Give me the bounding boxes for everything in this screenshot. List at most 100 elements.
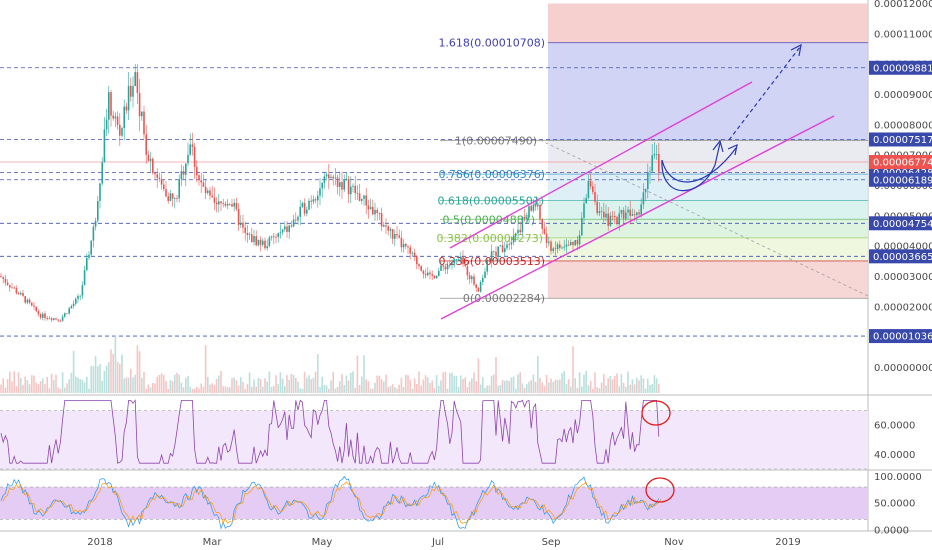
level-price-tag-bg bbox=[869, 249, 932, 264]
candle-body bbox=[475, 284, 477, 288]
candle-body bbox=[495, 251, 497, 257]
fib-level-label: 0(0.00002284) bbox=[463, 292, 545, 305]
candle-body bbox=[121, 127, 123, 136]
candle-body bbox=[444, 266, 447, 270]
candle-body bbox=[653, 154, 656, 156]
volume-bar bbox=[0, 384, 2, 393]
volume-bar bbox=[55, 374, 57, 393]
volume-bar bbox=[484, 387, 486, 393]
candle-body bbox=[642, 192, 645, 205]
candle-body bbox=[631, 214, 634, 216]
candle-body bbox=[242, 222, 244, 228]
candle-body bbox=[394, 233, 396, 239]
candle-body bbox=[554, 248, 557, 250]
volume-bar bbox=[598, 388, 601, 393]
level-price-tag: 0.00009881 bbox=[873, 63, 932, 74]
candle-body bbox=[325, 174, 328, 177]
volume-bar bbox=[526, 384, 528, 393]
candle-body bbox=[517, 229, 519, 234]
volume-bar bbox=[134, 374, 136, 393]
volume-bar bbox=[310, 379, 312, 393]
volume-bar bbox=[523, 387, 526, 393]
candle-body bbox=[332, 176, 334, 179]
volume-bar bbox=[400, 377, 403, 393]
candle-body bbox=[556, 244, 559, 249]
volume-bar bbox=[204, 345, 207, 393]
volume-bar bbox=[378, 375, 381, 393]
volume-bar bbox=[9, 371, 11, 393]
volume-bar bbox=[510, 377, 513, 393]
volume-bar bbox=[149, 387, 152, 393]
candle-body bbox=[350, 186, 352, 195]
volume-bar bbox=[587, 385, 590, 393]
level-price-tag-bg bbox=[869, 172, 932, 187]
volume-bar bbox=[191, 388, 194, 393]
volume-bar bbox=[251, 386, 253, 393]
volume-bar bbox=[83, 382, 86, 393]
candle-body bbox=[132, 86, 134, 97]
candle-body bbox=[79, 295, 81, 297]
volume-bar bbox=[528, 381, 530, 393]
candle-body bbox=[484, 271, 486, 278]
candle-body bbox=[110, 92, 112, 116]
candle-body bbox=[270, 236, 273, 238]
volume-bar bbox=[488, 385, 491, 393]
volume-bar bbox=[334, 388, 337, 393]
candle-body bbox=[42, 313, 44, 318]
candle-body bbox=[455, 259, 458, 261]
volume-bar bbox=[158, 374, 161, 393]
volume-bar bbox=[50, 373, 53, 393]
volume-bar bbox=[649, 385, 651, 393]
candle-body bbox=[191, 144, 194, 147]
candle-body bbox=[528, 206, 530, 218]
volume-bar bbox=[178, 374, 180, 393]
candle-body bbox=[420, 266, 422, 271]
volume-bar bbox=[620, 374, 623, 393]
volume-bar bbox=[193, 388, 196, 393]
candle-body bbox=[211, 195, 213, 198]
candle-body bbox=[171, 193, 174, 199]
candle-body bbox=[515, 233, 517, 236]
candle-body bbox=[378, 213, 381, 214]
volume-bar bbox=[519, 372, 521, 393]
volume-bar bbox=[11, 381, 13, 393]
volume-bar bbox=[79, 379, 81, 393]
candle-body bbox=[532, 204, 535, 211]
candle-body bbox=[55, 318, 57, 320]
candle-body bbox=[576, 240, 579, 245]
volume-bar bbox=[396, 388, 398, 393]
volume-bar bbox=[572, 346, 574, 393]
fib-level-label: 1.618(0.00010708) bbox=[438, 37, 545, 50]
volume-bar bbox=[550, 378, 552, 393]
volume-bar bbox=[264, 378, 266, 393]
volume-bar bbox=[565, 384, 568, 393]
price-axis-tick: 0.00012000 bbox=[874, 0, 932, 10]
candle-body bbox=[449, 264, 451, 266]
volume-bar bbox=[130, 368, 132, 393]
candle-body bbox=[561, 247, 563, 249]
volume-bar bbox=[622, 382, 625, 393]
volume-bar bbox=[479, 384, 482, 393]
volume-bar bbox=[17, 372, 20, 393]
candle-body bbox=[380, 213, 383, 227]
candle-body bbox=[281, 229, 284, 233]
volume-bar bbox=[59, 388, 62, 393]
projection-curve-alt bbox=[661, 147, 737, 183]
candle-body bbox=[354, 185, 356, 193]
candle-body bbox=[284, 226, 286, 230]
candle-body bbox=[592, 186, 594, 193]
volume-bar bbox=[116, 361, 119, 393]
candle-body bbox=[627, 209, 629, 213]
volume-bar bbox=[185, 377, 187, 393]
volume-bar bbox=[594, 372, 596, 393]
volume-bar bbox=[633, 384, 636, 393]
candle-body bbox=[625, 212, 627, 219]
candle-body bbox=[176, 197, 178, 199]
volume-bar bbox=[457, 386, 460, 393]
candle-body bbox=[506, 244, 508, 249]
candle-body bbox=[638, 212, 640, 215]
fib-level-label: 1(0.00007490) bbox=[455, 134, 537, 147]
date-axis-tick: May bbox=[312, 537, 333, 548]
candle-body bbox=[541, 219, 543, 229]
